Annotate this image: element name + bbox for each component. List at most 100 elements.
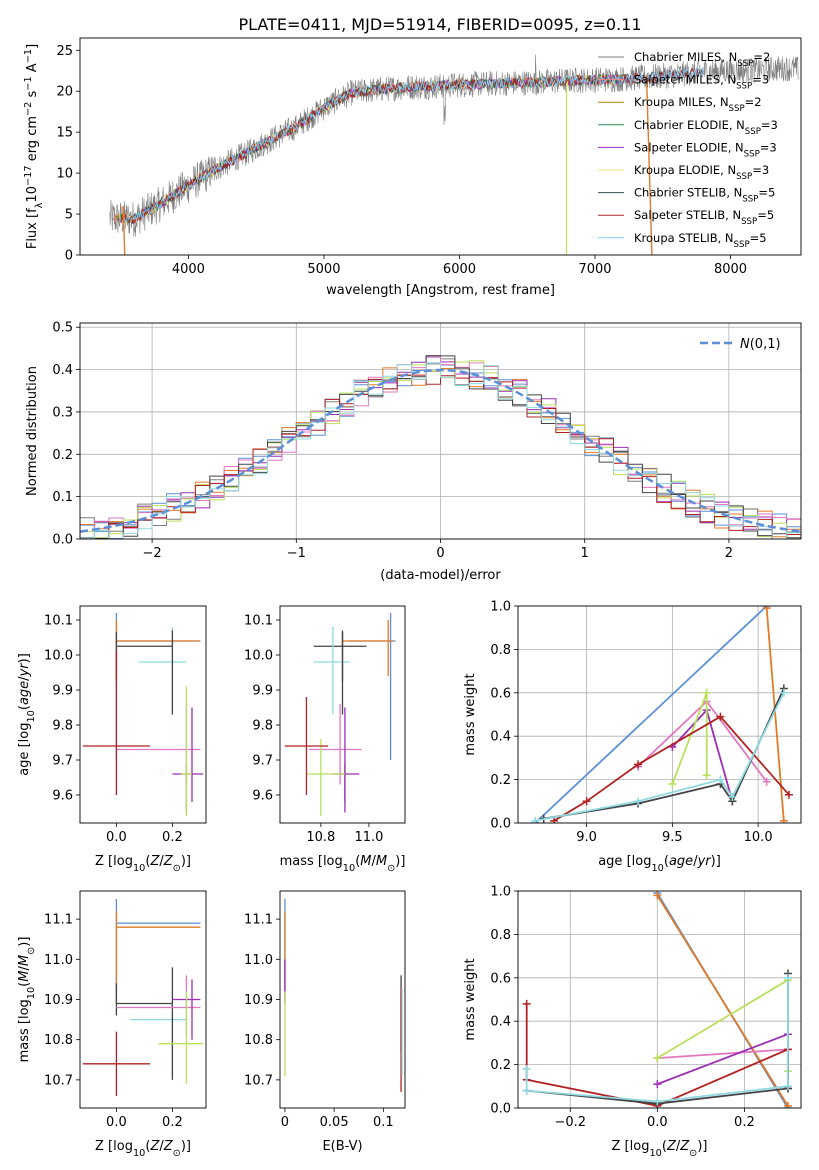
label-part: Z xyxy=(666,1139,677,1154)
plot-area xyxy=(82,899,204,1096)
x-tick-label: 4000 xyxy=(172,262,205,277)
x-tick-label: 0.2 xyxy=(734,1115,755,1130)
panel-residuals: −2 −1 0 1 2 0.0 0.1 0.2 0.3 0.4 0.5 N(0,1) (data-mod… xyxy=(25,321,802,583)
y-tick-label: 9.9 xyxy=(52,684,73,699)
label-part: ( xyxy=(17,705,32,710)
label-part: mass weight xyxy=(463,673,478,755)
legend-label: Chabrier MILES, NSSP=2 xyxy=(634,50,770,69)
label-part: Kroupa ELODIE, N xyxy=(634,163,736,177)
y-tick-label: 11.1 xyxy=(44,913,73,928)
label-part: Z [log xyxy=(612,1139,650,1154)
label-part: 10 xyxy=(25,186,40,203)
label-part: erg cm xyxy=(25,116,40,165)
label-part: Z xyxy=(149,1139,160,1154)
weight-marker xyxy=(702,771,711,780)
plot-area xyxy=(284,613,396,816)
label-part: Chabrier ELODIE, N xyxy=(634,118,745,132)
label-part: ( xyxy=(17,982,32,987)
x-tick-label: 0.0 xyxy=(647,1115,668,1130)
weight-marker xyxy=(522,999,531,1008)
label-part: / xyxy=(17,676,32,681)
label-part: M xyxy=(376,854,387,869)
label-part: age xyxy=(669,854,693,869)
label-part: Chabrier STELIB, N xyxy=(634,186,742,200)
weight-marker xyxy=(716,712,725,721)
label-part: SSP xyxy=(737,59,753,69)
x-tick-label: 10.8 xyxy=(306,830,335,845)
y-axis-label: age [log10(age/yr)] xyxy=(17,653,37,776)
weight-marker xyxy=(762,777,771,786)
weight-marker xyxy=(702,688,711,697)
label-part: )] xyxy=(17,937,32,947)
y-tick-label: 10.1 xyxy=(44,614,73,629)
label-part: ⊙ xyxy=(26,947,37,955)
y-tick-label: 9.7 xyxy=(252,754,273,769)
weight-marker xyxy=(634,760,643,769)
y-tick-label: 0.0 xyxy=(490,1102,511,1117)
label-part: age [log xyxy=(598,854,651,869)
x-axis-label: mass [log10(M/M⊙)] xyxy=(280,854,406,874)
y-tick-label: 10.7 xyxy=(244,1073,273,1088)
spectrum-model-line xyxy=(117,74,630,226)
label-part: M xyxy=(17,971,32,982)
x-tick-label: 0.05 xyxy=(320,1115,349,1130)
spectrum-model-line xyxy=(112,74,630,225)
weight-marker xyxy=(634,797,643,806)
label-part: 10 xyxy=(26,987,37,999)
label-part: Salpeter MILES, N xyxy=(634,73,736,87)
weight-marker xyxy=(728,792,737,801)
label-part: =2 xyxy=(753,50,770,64)
label-part: =5 xyxy=(750,231,767,245)
x-axis-label: E(B-V) xyxy=(322,1139,362,1154)
x-axis-label: Z [log10(Z/Z⊙)] xyxy=(95,854,191,874)
label-part: age xyxy=(17,681,32,705)
weight-marker xyxy=(716,775,725,784)
x-tick-label: 1 xyxy=(581,546,589,561)
label-part: =2 xyxy=(745,95,762,109)
label-part: )] xyxy=(697,1139,707,1154)
x-tick-label: −1 xyxy=(287,546,306,561)
y-tick-label: 0.4 xyxy=(52,363,73,378)
y-tick-label: 11.0 xyxy=(44,953,73,968)
y-tick-label: 0.6 xyxy=(490,971,511,986)
x-axis-label: (data-model)/error xyxy=(380,568,501,583)
label-part: / xyxy=(693,854,698,869)
label-part: ⊙ xyxy=(173,863,181,874)
label-part: Z xyxy=(149,854,160,869)
label-part: 10 xyxy=(133,863,145,874)
y-axis-label: mass weight xyxy=(463,958,478,1040)
label-part: =3 xyxy=(752,73,769,87)
x-axis-label: Z [log10(Z/Z⊙)] xyxy=(95,1139,191,1159)
legend-label: Salpeter STELIB, NSSP=5 xyxy=(634,208,774,227)
y-tick-label: 10.1 xyxy=(244,614,273,629)
label-part: −1 xyxy=(23,76,34,90)
y-tick-label: 9.7 xyxy=(52,754,73,769)
y-tick-label: 0.8 xyxy=(490,643,511,658)
weight-marker xyxy=(522,1064,531,1073)
y-tick-label: 0.4 xyxy=(490,730,511,745)
y-tick-label: 10.0 xyxy=(44,649,73,664)
label-part: =5 xyxy=(758,186,775,200)
label-part: E(B-V) xyxy=(322,1139,362,1154)
axes-frame xyxy=(517,890,802,1109)
axes-frame xyxy=(79,890,207,1109)
label-part: ⊙ xyxy=(173,1148,181,1159)
weight-marker xyxy=(550,816,559,823)
x-tick-label: 0.0 xyxy=(106,830,127,845)
label-part: 10 xyxy=(343,863,355,874)
legend-label: N(0,1) xyxy=(740,337,781,352)
spectrum-drop-line xyxy=(122,205,126,255)
plot-area xyxy=(522,891,792,1108)
spectrum-model-line xyxy=(118,73,630,225)
label-part: 10 xyxy=(26,710,37,722)
axes-frame xyxy=(79,37,802,256)
label-part: Z [log xyxy=(95,854,133,869)
weight-line xyxy=(543,688,785,820)
label-part: (data-model)/error xyxy=(380,568,501,583)
weight-marker xyxy=(784,790,793,799)
panel-weight_vs_Z: −0.2 0.0 0.20.00.20.40.60.81.0Z [log10(Z/Z… xyxy=(463,885,802,1159)
panel-mass_vs_EBV: 0 0.05 0.1 10.7 10.8 10.9 11.0 11.1 E(B-V) xyxy=(244,890,406,1154)
label-part: Z xyxy=(679,1139,690,1154)
